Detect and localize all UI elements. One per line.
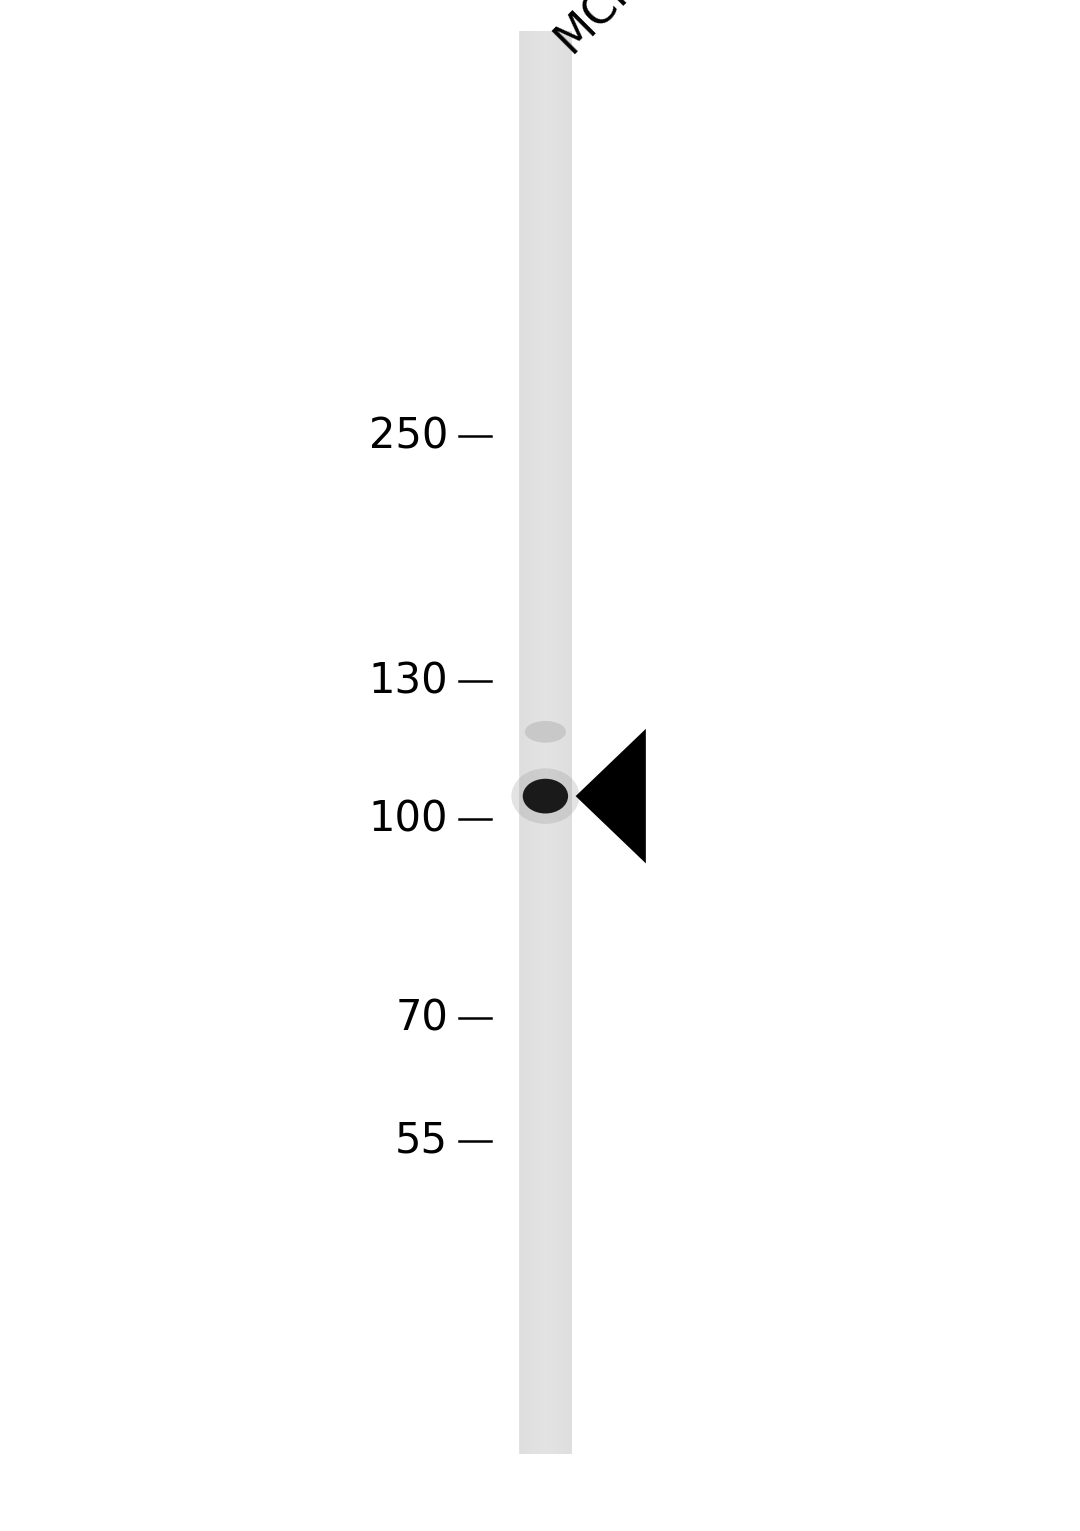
- Ellipse shape: [523, 779, 568, 813]
- Text: 130: 130: [368, 660, 448, 703]
- Bar: [567, 31, 569, 1454]
- Bar: [522, 31, 524, 1454]
- Bar: [558, 31, 561, 1454]
- Bar: [562, 31, 564, 1454]
- Bar: [530, 31, 532, 1454]
- Bar: [543, 31, 544, 1454]
- Ellipse shape: [525, 721, 566, 743]
- Text: 55: 55: [395, 1119, 448, 1162]
- Bar: [524, 31, 526, 1454]
- Text: 250: 250: [369, 415, 448, 458]
- Bar: [548, 31, 550, 1454]
- Bar: [538, 31, 539, 1454]
- Bar: [519, 31, 571, 1454]
- Bar: [536, 31, 538, 1454]
- Bar: [544, 31, 546, 1454]
- Bar: [532, 31, 535, 1454]
- Bar: [527, 31, 529, 1454]
- Bar: [555, 31, 556, 1454]
- Bar: [556, 31, 558, 1454]
- Text: 100: 100: [368, 798, 448, 841]
- Polygon shape: [576, 729, 646, 863]
- Bar: [552, 31, 553, 1454]
- Bar: [541, 31, 543, 1454]
- Text: MCF-7: MCF-7: [548, 0, 676, 61]
- Bar: [539, 31, 541, 1454]
- Ellipse shape: [512, 769, 579, 824]
- Text: 70: 70: [395, 997, 448, 1040]
- Bar: [564, 31, 565, 1454]
- Bar: [546, 31, 548, 1454]
- Bar: [565, 31, 567, 1454]
- Bar: [570, 31, 572, 1454]
- Bar: [535, 31, 536, 1454]
- Bar: [526, 31, 527, 1454]
- Bar: [529, 31, 530, 1454]
- Bar: [550, 31, 552, 1454]
- Bar: [521, 31, 522, 1454]
- Bar: [561, 31, 562, 1454]
- Bar: [553, 31, 555, 1454]
- Bar: [569, 31, 570, 1454]
